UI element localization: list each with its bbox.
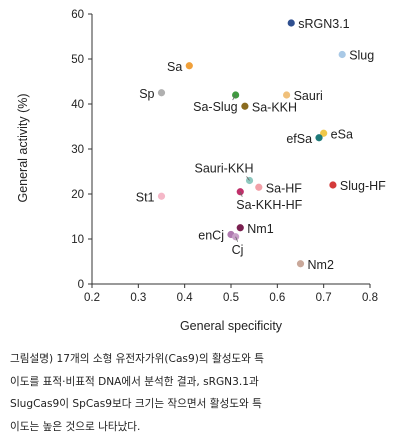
y-tick-label: 10 xyxy=(71,234,84,246)
x-tick-label: 0.3 xyxy=(130,292,146,304)
x-tick-label: 0.7 xyxy=(316,292,332,304)
y-tick-label: 60 xyxy=(71,9,84,21)
y-tick-label: 0 xyxy=(78,279,84,291)
data-point xyxy=(255,184,262,191)
data-label: Nm1 xyxy=(247,222,273,236)
data-point xyxy=(329,181,336,188)
data-label: sRGN3.1 xyxy=(298,17,349,31)
y-tick-label: 20 xyxy=(71,189,84,201)
data-label: efSa xyxy=(286,132,312,146)
data-label: Sauri xyxy=(294,89,323,103)
data-point xyxy=(339,51,346,58)
y-tick-label: 40 xyxy=(71,99,84,111)
caption-line: SlugCas9이 SpCas9보다 크기는 작으면서 활성도와 특 xyxy=(10,393,392,416)
data-label: Sauri-KKH xyxy=(194,162,253,176)
data-point xyxy=(237,224,244,231)
data-label: eSa xyxy=(331,127,353,141)
data-label: Slug-HF xyxy=(340,179,386,193)
y-axis-label: General activity (%) xyxy=(16,93,30,202)
data-label: Cj xyxy=(232,243,244,257)
caption-line: 이도를 표적·비표적 DNA에서 분석한 결과, sRGN3.1과 xyxy=(10,371,392,394)
data-label: Sa-KKH xyxy=(252,100,297,114)
data-label: enCj xyxy=(198,229,224,243)
data-label: Nm2 xyxy=(308,258,334,272)
data-label: Slug xyxy=(349,49,374,63)
data-point xyxy=(315,134,322,141)
data-label: St1 xyxy=(136,190,155,204)
x-tick-label: 0.6 xyxy=(269,292,285,304)
y-tick-label: 30 xyxy=(71,144,84,156)
x-tick-label: 0.5 xyxy=(223,292,239,304)
caption-line: 이도는 높은 것으로 나타났다. xyxy=(10,416,392,438)
caption-line: 그림설명) 17개의 소형 유전자가위(Cas9)의 활성도와 특 xyxy=(10,348,392,371)
data-label: Sa-KKH-HF xyxy=(236,198,302,212)
data-label: Sa-HF xyxy=(266,181,302,195)
data-point xyxy=(241,103,248,110)
y-tick-label: 50 xyxy=(71,54,84,66)
data-point xyxy=(186,62,193,69)
data-label: Sp xyxy=(139,87,154,101)
scatter-chart: 0.2 0.3 0.4 0.5 0.6 0.7 0.8 0 10 20 30 40 50 60 sRGN3… xyxy=(0,0,400,340)
data-label: Sa xyxy=(167,60,182,74)
figure-caption: 그림설명) 17개의 소형 유전자가위(Cas9)의 활성도와 특 이도를 표적… xyxy=(10,348,392,438)
data-label: Sa-Slug xyxy=(193,100,238,114)
data-point xyxy=(158,89,165,96)
data-point xyxy=(283,91,290,98)
x-tick-label: 0.8 xyxy=(362,292,378,304)
x-tick-label: 0.2 xyxy=(84,292,100,304)
data-point xyxy=(297,260,304,267)
data-point xyxy=(288,19,295,26)
x-tick-label: 0.4 xyxy=(177,292,194,304)
x-axis-label: General specificity xyxy=(180,319,283,333)
data-point xyxy=(158,193,165,200)
